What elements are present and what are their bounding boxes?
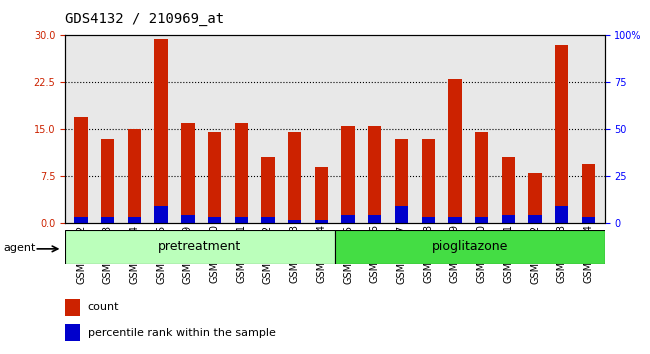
Bar [65, 299, 80, 316]
Bar [288, 220, 302, 223]
Bar [528, 173, 541, 223]
Text: agent: agent [3, 243, 36, 253]
Bar [341, 126, 355, 223]
Bar [395, 206, 408, 223]
Bar [181, 123, 194, 223]
Bar [502, 215, 515, 223]
Bar [368, 215, 382, 223]
Bar [475, 217, 488, 223]
Text: percentile rank within the sample: percentile rank within the sample [88, 328, 276, 338]
Bar [128, 129, 141, 223]
Bar [448, 79, 461, 223]
Bar [528, 215, 541, 223]
Bar [65, 324, 80, 341]
Bar [582, 217, 595, 223]
Bar [235, 217, 248, 223]
Bar [208, 132, 221, 223]
Bar [335, 230, 604, 264]
Bar [155, 206, 168, 223]
Bar [582, 164, 595, 223]
Bar [155, 39, 168, 223]
Bar [395, 139, 408, 223]
Bar [502, 157, 515, 223]
Bar [74, 117, 88, 223]
Text: GDS4132 / 210969_at: GDS4132 / 210969_at [65, 12, 224, 27]
Bar [288, 132, 302, 223]
Bar [555, 45, 569, 223]
Bar [101, 217, 114, 223]
Bar [235, 123, 248, 223]
Bar [261, 217, 275, 223]
Bar [341, 215, 355, 223]
Bar [422, 217, 435, 223]
Bar [422, 139, 435, 223]
Bar [475, 132, 488, 223]
Bar [128, 217, 141, 223]
Bar [315, 167, 328, 223]
Bar [368, 126, 382, 223]
Bar [315, 220, 328, 223]
Bar [101, 139, 114, 223]
Bar [261, 157, 275, 223]
Text: pretreatment: pretreatment [158, 240, 242, 253]
Bar [181, 215, 194, 223]
Text: pioglitazone: pioglitazone [432, 240, 508, 253]
Bar [448, 217, 461, 223]
Bar [74, 217, 88, 223]
Bar [555, 206, 569, 223]
Bar [65, 230, 335, 264]
Text: count: count [88, 302, 119, 312]
Bar [208, 217, 221, 223]
